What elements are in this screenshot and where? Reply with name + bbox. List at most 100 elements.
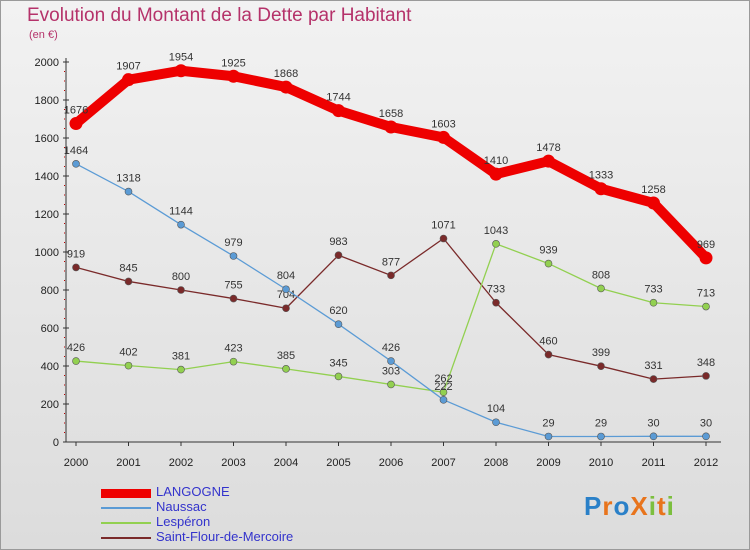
data-label: 1744	[326, 92, 350, 104]
data-point	[227, 69, 240, 83]
data-label: 30	[647, 417, 659, 429]
x-tick-label: 2002	[169, 457, 193, 469]
data-point	[72, 357, 80, 365]
legend-item: Naussac	[101, 499, 361, 515]
data-point	[597, 432, 605, 441]
y-tick-label: 0	[53, 437, 59, 449]
data-label: 1868	[274, 68, 298, 80]
data-point	[384, 120, 398, 134]
x-tick-label: 2011	[642, 457, 666, 469]
data-point	[544, 259, 553, 268]
x-tick-label: 2010	[589, 457, 613, 469]
data-point	[177, 365, 185, 374]
data-label: 1954	[169, 52, 193, 64]
data-label: 800	[172, 271, 190, 283]
data-label: 104	[487, 403, 505, 415]
data-label: 877	[382, 256, 400, 268]
logo-letter: i	[648, 491, 657, 521]
legend-label: Saint-Flour-de-Mercoire	[156, 529, 294, 544]
data-label: 969	[697, 239, 715, 251]
data-point	[124, 277, 133, 286]
logo-letter: o	[613, 491, 631, 521]
data-point	[649, 298, 658, 307]
y-tick-label: 1800	[35, 95, 59, 107]
legend-label: Naussac	[156, 499, 207, 514]
data-label: 808	[592, 269, 610, 281]
data-label: 733	[644, 284, 662, 296]
data-label: 423	[224, 343, 242, 355]
data-label: 426	[382, 342, 400, 354]
x-tick-label: 2008	[484, 457, 508, 469]
data-label: 29	[542, 417, 554, 429]
data-label: 381	[172, 351, 190, 363]
data-label: 983	[329, 236, 347, 248]
data-point	[334, 372, 343, 381]
data-point	[334, 320, 343, 329]
x-tick-label: 2012	[694, 457, 718, 469]
data-label: 426	[67, 342, 85, 354]
data-point	[439, 234, 448, 243]
data-label: 733	[487, 284, 505, 296]
data-point	[229, 357, 238, 366]
data-label: 460	[539, 336, 557, 348]
data-label: 345	[329, 357, 347, 369]
data-label: 1603	[431, 118, 455, 130]
data-point	[597, 284, 605, 293]
data-point	[229, 252, 238, 260]
data-point	[177, 220, 185, 229]
data-point	[229, 294, 238, 303]
proxiti-logo: ProXiti	[584, 491, 675, 522]
x-tick-label: 2006	[379, 457, 403, 469]
data-point	[174, 64, 188, 78]
data-point	[544, 432, 553, 441]
legend: LANGOGNE Naussac Lespéron Saint-Flour-de-Me…	[101, 484, 361, 545]
data-label: 1907	[116, 61, 140, 73]
data-point	[332, 104, 345, 118]
x-tick-label: 2003	[221, 457, 245, 469]
data-point	[387, 271, 395, 280]
data-point	[282, 365, 290, 373]
data-label: 755	[224, 280, 242, 292]
legend-swatch	[101, 488, 151, 498]
y-tick-label: 1600	[35, 133, 59, 145]
data-label: 1676	[64, 105, 88, 117]
data-label: 29	[595, 417, 607, 429]
data-label: 1410	[484, 155, 508, 167]
legend-swatch	[101, 522, 151, 524]
data-point	[72, 160, 80, 168]
legend-swatch	[101, 507, 151, 509]
data-label: 1464	[64, 145, 88, 157]
y-tick-label: 1000	[35, 247, 59, 259]
data-point	[699, 251, 713, 265]
data-point	[282, 304, 290, 313]
data-label: 919	[67, 248, 85, 260]
data-point	[439, 396, 448, 404]
data-point	[177, 286, 185, 294]
logo-letter: t	[656, 491, 667, 521]
logo-letter: i	[666, 491, 675, 521]
data-point	[649, 432, 658, 441]
y-tick-label: 2000	[35, 57, 59, 69]
y-tick-label: 800	[41, 285, 59, 297]
data-label: 1478	[536, 142, 560, 154]
data-point	[124, 187, 133, 196]
data-label: 399	[592, 347, 610, 359]
data-point	[124, 361, 133, 370]
data-point	[282, 285, 290, 294]
logo-letter: P	[584, 491, 603, 521]
data-label: 1258	[641, 184, 665, 196]
legend-label: Lespéron	[156, 514, 211, 529]
x-tick-label: 2001	[116, 457, 140, 469]
data-label: 979	[224, 237, 242, 249]
data-label: 804	[277, 270, 295, 282]
data-point	[387, 380, 395, 389]
data-point	[492, 418, 500, 427]
legend-label: LANGOGNE	[156, 484, 230, 499]
data-point	[544, 350, 553, 359]
data-label: 331	[644, 360, 662, 372]
data-point	[437, 130, 450, 144]
data-point	[334, 251, 343, 260]
data-label: 1658	[379, 108, 403, 120]
logo-letter: r	[602, 491, 614, 521]
data-label: 1333	[589, 170, 613, 182]
